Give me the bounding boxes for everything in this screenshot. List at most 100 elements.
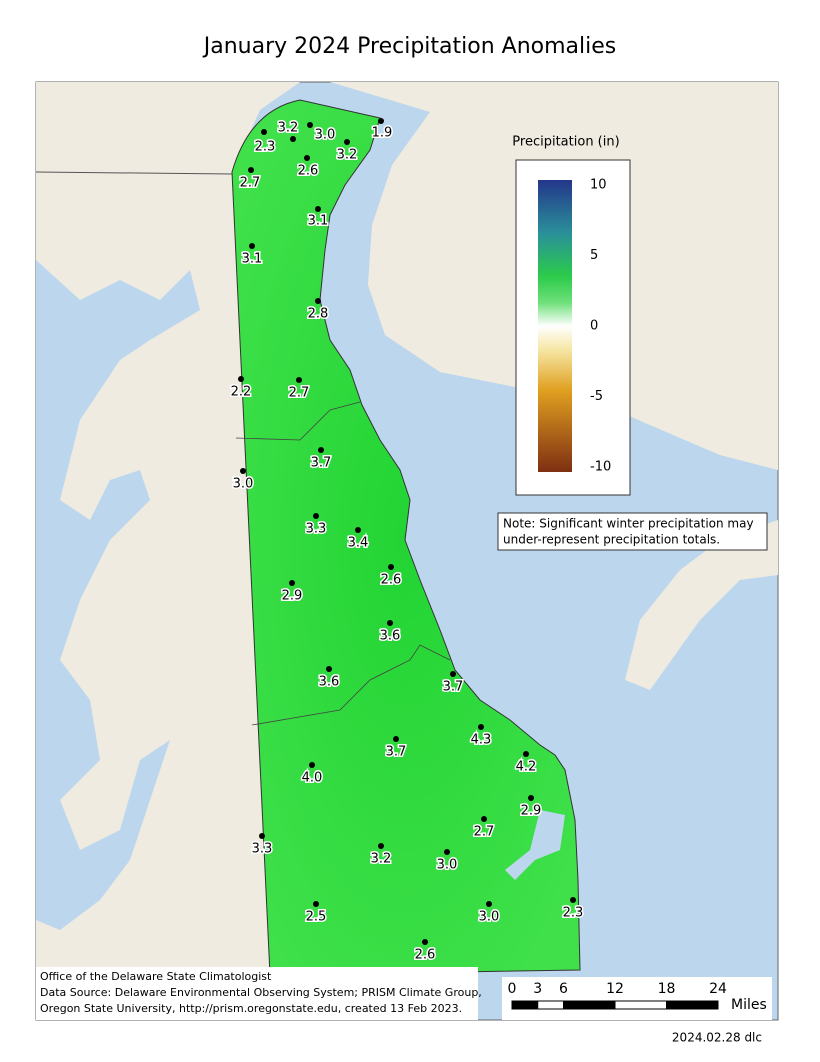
station-dot [486, 901, 492, 907]
scale-segment [614, 1000, 667, 1010]
scale-segment [537, 1000, 564, 1010]
station-value: 3.2 [337, 148, 358, 163]
station-value: 3.0 [233, 477, 254, 492]
scale-tick-label: 24 [709, 981, 727, 997]
scale-tick-label: 0 [508, 981, 517, 997]
scale-tick-label: 18 [658, 981, 676, 997]
station-dot [450, 671, 456, 677]
scale-tick-label: 12 [606, 981, 624, 997]
legend-tick-label: -10 [590, 460, 611, 475]
station-dot [315, 206, 321, 212]
legend: Precipitation (in) 10 5 0 -5 -10 [512, 135, 631, 496]
station-dot [249, 243, 255, 249]
legend-tick-label: 10 [590, 178, 607, 193]
station-value: 3.0 [479, 910, 500, 925]
footer: 2024.02.28 dlc [672, 1031, 762, 1045]
station-dot [478, 724, 484, 730]
stations: 2.33.2 3.0 1.93.22.72.63.13.12.82.2 2.73.73… [229, 118, 585, 964]
station-dot [289, 580, 295, 586]
station-value: 3.6 [380, 629, 401, 644]
station-value: 2.6 [415, 948, 436, 963]
station-value: 3.7 [311, 456, 332, 471]
station-value: 3.2 [278, 121, 299, 136]
station-value: 2.5 [306, 910, 327, 925]
station-dot [259, 833, 265, 839]
station-value: 3.3 [252, 842, 273, 857]
note-line: under-represent precipitation totals. [503, 533, 720, 547]
colorbar [538, 180, 572, 472]
note-box [497, 512, 768, 551]
note-line: Note: Significant winter precipitation m… [503, 517, 754, 531]
credits-box [36, 967, 478, 1020]
station-dot [307, 122, 313, 128]
station-dot [523, 751, 529, 757]
delaware [231, 99, 581, 976]
station-dot [304, 155, 310, 161]
map-frame [35, 81, 779, 1021]
station-dot [378, 843, 384, 849]
station-dot [248, 167, 254, 173]
county-line [251, 644, 451, 726]
station-value: 3.3 [306, 522, 327, 537]
station-dot [444, 849, 450, 855]
station-dot [318, 447, 324, 453]
station-value: 4.0 [302, 771, 323, 786]
scale-unit: Miles [731, 997, 767, 1013]
station-value: 3.0 [315, 128, 336, 143]
station-value: 2.7 [240, 176, 261, 191]
legend-box [515, 159, 631, 496]
station-value: 3.6 [319, 675, 340, 690]
legend-tick-label: 0 [590, 319, 598, 334]
station-dot [309, 762, 315, 768]
credits: Office of the Delaware State Climatologi… [36, 967, 482, 1020]
station-value: 2.3 [255, 140, 276, 155]
station-dot [528, 795, 534, 801]
station-value: 3.1 [308, 214, 329, 229]
station-dot [313, 513, 319, 519]
scale-segment [563, 1000, 616, 1010]
station-value: 3.1 [242, 252, 263, 267]
credit-line: Oregon State University, http://prism.or… [40, 1002, 462, 1015]
credit-line: Office of the Delaware State Climatologi… [40, 970, 272, 983]
land-cape [625, 520, 778, 690]
station-dot [344, 139, 350, 145]
legend-title: Precipitation (in) [512, 135, 619, 150]
station-dot [290, 136, 296, 142]
station-dot [355, 527, 361, 533]
station-value: 2.9 [282, 589, 303, 604]
credit-line: Data Source: Delaware Environmental Obse… [40, 986, 482, 999]
station-dot [315, 298, 321, 304]
chesapeake-water [36, 260, 200, 930]
station-dot [388, 564, 394, 570]
county-line [235, 401, 361, 441]
station-value: 2.6 [381, 573, 402, 588]
station-value: 3.7 [386, 745, 407, 760]
scale-bar: 0 3 6 12 18 24 Miles [502, 977, 772, 1020]
station-dot [296, 377, 302, 383]
station-value: 4.2 [516, 760, 537, 775]
scale-segment [666, 1000, 719, 1010]
station-dot [238, 376, 244, 382]
station-dot [240, 468, 246, 474]
legend-tick-label: 5 [590, 248, 598, 263]
station-dot [570, 897, 576, 903]
title: January 2024 Precipitation Anomalies [202, 34, 616, 59]
station-value: 1.9 [372, 126, 393, 141]
station-dot [326, 666, 332, 672]
station-dot [378, 118, 384, 124]
station-dot [481, 816, 487, 822]
note: Note: Significant winter precipitation m… [497, 512, 768, 551]
station-dot [387, 620, 393, 626]
station-value: 2.6 [298, 164, 319, 179]
station-value: 3.4 [348, 536, 369, 551]
scale-box [502, 977, 772, 1020]
station-value: 2.7 [289, 386, 310, 401]
station-value: 2.3 [563, 906, 584, 921]
station-value: 2.9 [521, 804, 542, 819]
station-value: 2.8 [308, 307, 329, 322]
scale-tick-label: 3 [533, 981, 542, 997]
station-value: 3.0 [437, 858, 458, 873]
station-value: 3.2 [371, 852, 392, 867]
station-value: 2.7 [474, 825, 495, 840]
